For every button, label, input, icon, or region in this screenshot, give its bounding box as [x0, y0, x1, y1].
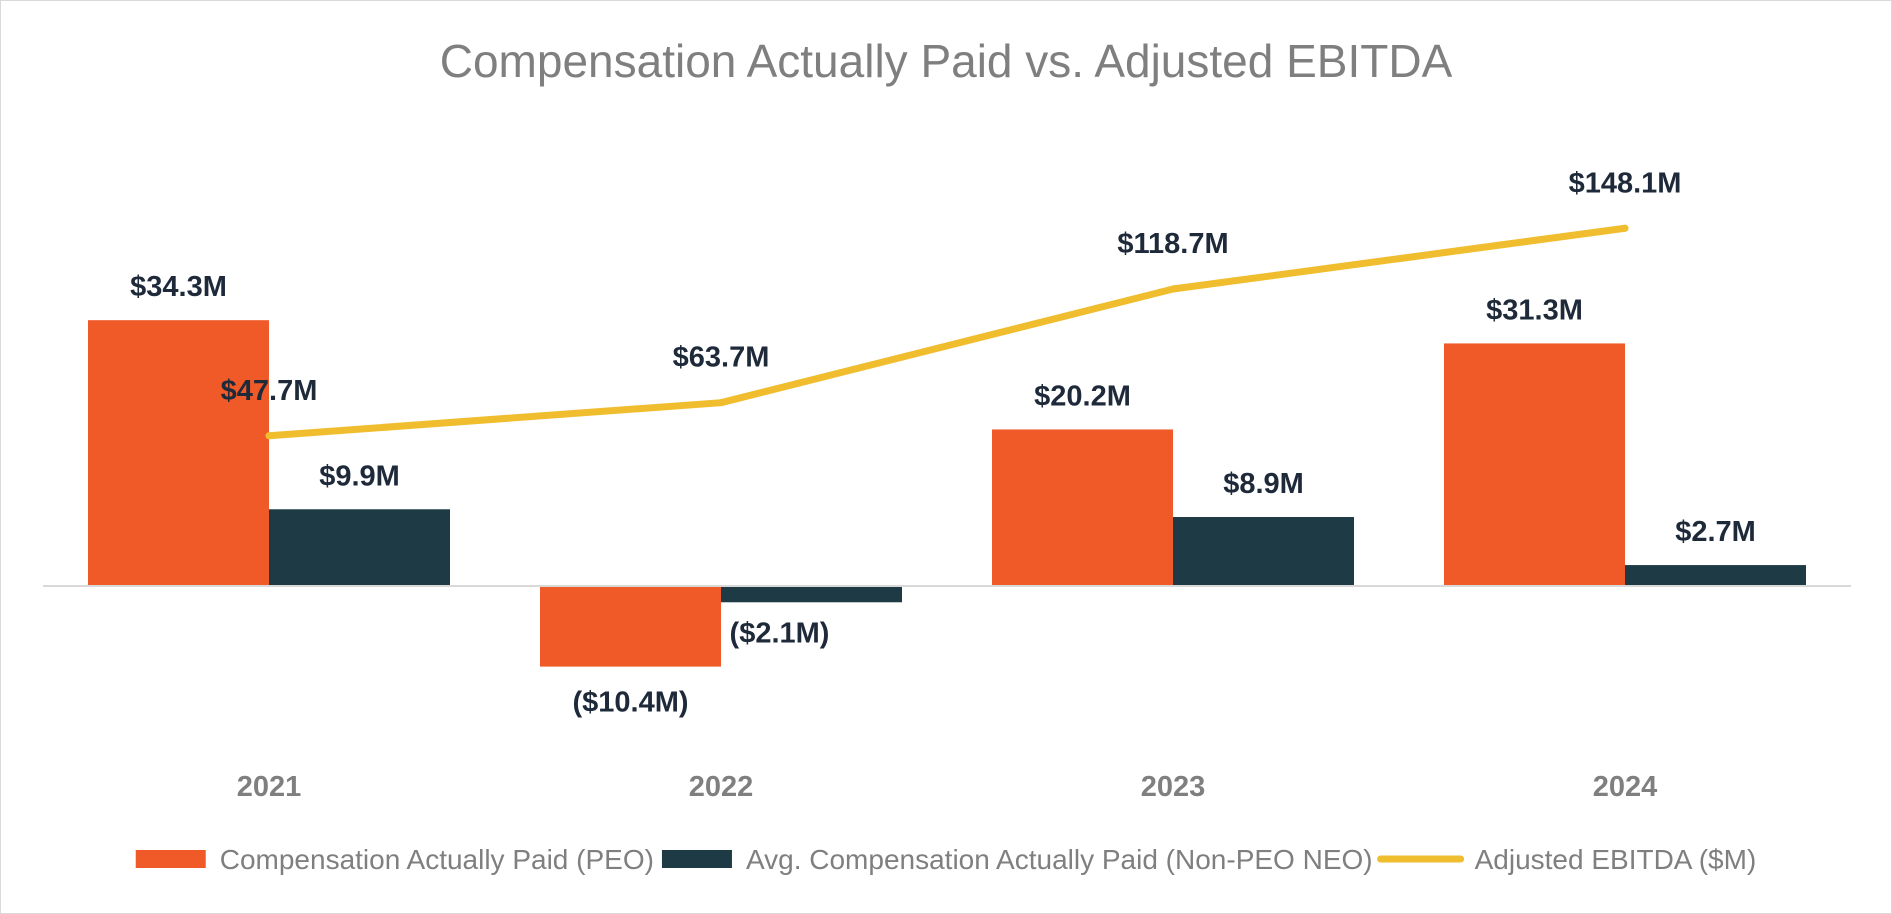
data-label-non-peo-neo-2022: ($2.1M)	[730, 617, 830, 649]
bar-peo-2021	[88, 320, 269, 586]
data-label-peo-2023: $20.2M	[1034, 380, 1131, 412]
ebitda-point-2022	[717, 399, 725, 407]
x-tick-2022: 2022	[689, 771, 754, 803]
bars-layer	[88, 320, 1806, 667]
legend: Compensation Actually Paid (PEO) Avg. Com…	[135, 844, 1757, 875]
data-label-peo-2021: $34.3M	[130, 271, 227, 303]
data-label-peo-2024: $31.3M	[1486, 294, 1583, 326]
ebitda-point-2024	[1621, 224, 1629, 232]
chart-title: Compensation Actually Paid vs. Adjusted …	[440, 35, 1453, 87]
data-label-non-peo-neo-2023: $8.9M	[1223, 468, 1304, 500]
data-label-non-peo-neo-2024: $2.7M	[1675, 516, 1756, 548]
x-tick-2021: 2021	[237, 771, 302, 803]
labels-layer: $34.3M ($10.4M) $20.2M $31.3M $9.9M ($2.1M) $8…	[130, 167, 1756, 718]
ebitda-point-2021	[265, 432, 273, 440]
data-label-ebitda-2022: $63.7M	[673, 342, 770, 374]
data-label-ebitda-2021: $47.7M	[221, 375, 318, 407]
x-tick-2024: 2024	[1593, 771, 1658, 803]
legend-label-non-peo-neo: Avg. Compensation Actually Paid (Non-PEO…	[746, 844, 1373, 875]
data-label-non-peo-neo-2021: $9.9M	[319, 460, 400, 492]
legend-swatch-non-peo-neo	[661, 850, 732, 868]
bar-non-peo-neo-2021	[269, 509, 450, 586]
bar-peo-2024	[1444, 343, 1625, 586]
legend-swatch-peo	[135, 850, 206, 868]
data-label-ebitda-2024: $148.1M	[1569, 167, 1682, 199]
x-tick-2023: 2023	[1141, 771, 1206, 803]
legend-label-peo: Compensation Actually Paid (PEO)	[220, 844, 654, 875]
line-layer	[265, 224, 1629, 440]
bar-peo-2023	[992, 429, 1173, 586]
bar-peo-2022	[540, 586, 721, 667]
bar-non-peo-neo-2024	[1625, 565, 1806, 586]
x-axis-ticks: 2021 2022 2023 2024	[237, 771, 1658, 803]
bar-non-peo-neo-2022	[721, 586, 902, 603]
bar-non-peo-neo-2023	[1173, 517, 1354, 586]
legend-label-ebitda: Adjusted EBITDA ($M)	[1475, 844, 1757, 875]
data-label-peo-2022: ($10.4M)	[572, 687, 688, 719]
ebitda-point-2023	[1169, 285, 1177, 293]
ebitda-line	[265, 224, 1629, 440]
data-label-ebitda-2023: $118.7M	[1117, 228, 1228, 260]
